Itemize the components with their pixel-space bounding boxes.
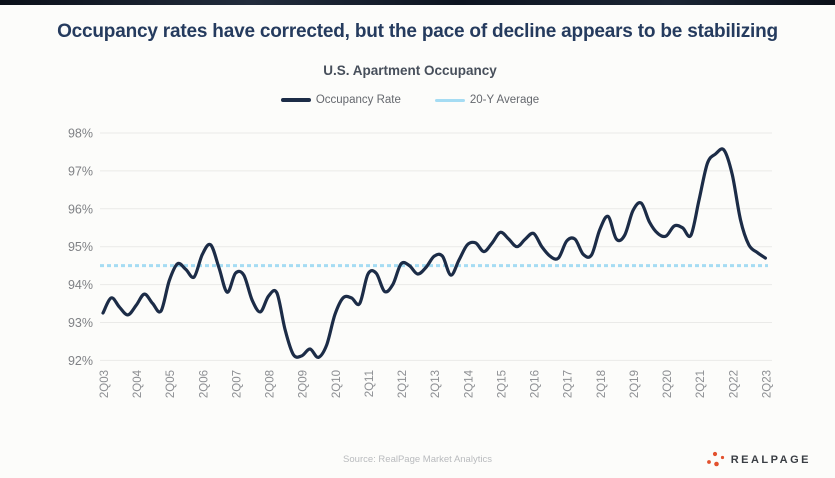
occupancy-line xyxy=(101,147,767,359)
occupancy-rate-swatch-icon xyxy=(280,98,311,102)
realpage-logo-text: REALPAGE xyxy=(730,454,811,466)
x-axis-label: 2Q10 xyxy=(331,370,343,398)
x-axis-label: 2Q03 xyxy=(99,370,111,398)
legend-item-occupancy-rate: Occupancy Rate xyxy=(280,94,401,106)
y-axis-label: 93% xyxy=(68,316,93,330)
x-axis-label: 2Q15 xyxy=(496,370,508,398)
x-axis-label: 2Q08 xyxy=(265,370,277,398)
y-axis-label: 95% xyxy=(68,240,93,254)
x-axis-label: 2Q11 xyxy=(364,370,376,397)
x-axis-label: 2Q20 xyxy=(662,370,674,398)
y-axis-label: 94% xyxy=(68,278,93,292)
realpage-logo: REALPAGE xyxy=(706,451,811,469)
page-title: Occupancy rates have corrected, but the … xyxy=(57,21,778,42)
x-axis-label: 2Q23 xyxy=(761,370,773,398)
legend-label: 20-Y Average xyxy=(469,94,540,106)
y-axis-label: 96% xyxy=(68,202,93,216)
x-axis-label: 2Q05 xyxy=(165,370,177,398)
top-window-strip xyxy=(0,0,835,5)
x-axis-label: 2Q18 xyxy=(596,370,608,398)
x-axis-label: 2Q12 xyxy=(397,370,409,398)
x-axis-label: 2Q06 xyxy=(198,370,210,398)
x-axis-label: 2Q17 xyxy=(563,370,575,398)
realpage-dots-icon xyxy=(706,451,724,467)
y-axis-label: 92% xyxy=(68,354,93,368)
chart-legend: Occupancy Rate 20-Y Average xyxy=(80,94,740,106)
x-axis-label: 2Q22 xyxy=(728,370,740,398)
x-axis-label: 2Q21 xyxy=(695,370,707,398)
x-axis-label: 2Q14 xyxy=(463,369,475,398)
legend-label: Occupancy Rate xyxy=(315,94,401,106)
legend-item-20y-average: 20-Y Average xyxy=(434,94,540,106)
x-axis-label: 2Q09 xyxy=(298,370,310,398)
average-swatch-icon xyxy=(434,98,465,102)
x-axis-label: 2Q04 xyxy=(132,369,144,398)
x-axis-label: 2Q19 xyxy=(629,370,641,398)
chart-title: U.S. Apartment Occupancy xyxy=(323,63,497,78)
x-axis-label: 2Q13 xyxy=(430,370,442,398)
y-axis-label: 98% xyxy=(68,127,93,141)
y-axis-label: 97% xyxy=(68,164,93,178)
source-note: Source: RealPage Market Analytics xyxy=(343,454,492,465)
x-axis-label: 2Q07 xyxy=(231,370,243,398)
x-axis-label: 2Q16 xyxy=(530,370,542,398)
